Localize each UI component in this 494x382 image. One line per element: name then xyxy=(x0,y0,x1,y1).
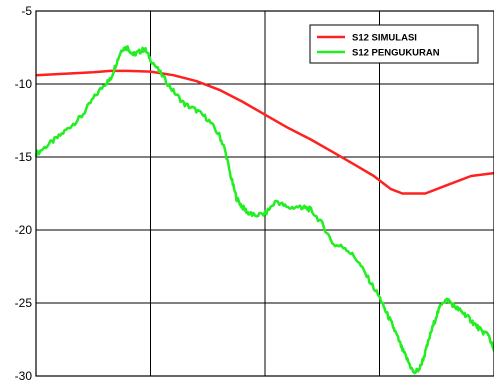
legend-box xyxy=(309,24,479,64)
y-tick-label-4: -25 xyxy=(15,296,33,310)
y-tick-labels: -5 -10 -15 -20 -25 -30 xyxy=(15,4,33,382)
series-line-simulasi xyxy=(35,69,494,195)
series-line-pengukuran xyxy=(34,45,494,375)
legend-label-simulasi: S12 SIMULASI xyxy=(352,33,417,44)
legend: S12 SIMULASI S12 PENGUKURAN xyxy=(309,24,479,64)
y-tick-label-5: -30 xyxy=(15,369,33,382)
y-tick-label-3: -20 xyxy=(15,223,33,237)
legend-label-pengukuran: S12 PENGUKURAN xyxy=(352,48,440,59)
y-tick-label-1: -10 xyxy=(15,77,33,91)
y-tick-label-2: -15 xyxy=(15,150,33,164)
plot-frame xyxy=(35,10,494,377)
y-tick-label-0: -5 xyxy=(21,4,32,18)
series-layer xyxy=(34,45,494,375)
